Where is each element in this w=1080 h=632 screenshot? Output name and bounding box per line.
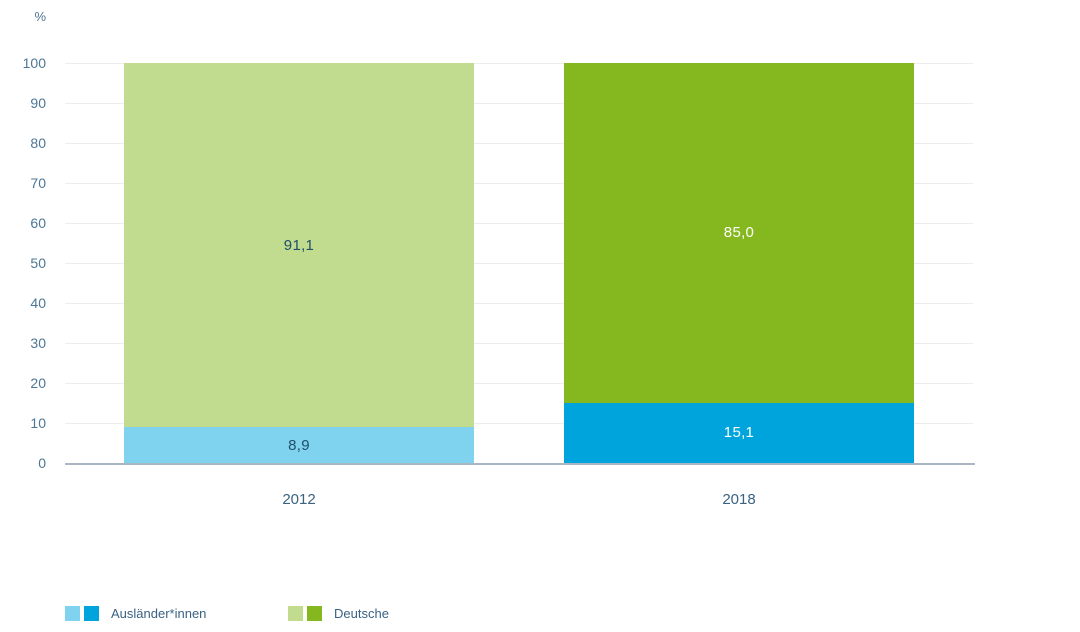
gridline <box>65 343 973 344</box>
gridline <box>65 183 973 184</box>
x-axis-label: 2018 <box>722 491 756 508</box>
gridline <box>65 303 973 304</box>
y-axis-tick-label: 0 <box>38 455 46 471</box>
x-axis: 2012 2018 <box>65 491 973 511</box>
y-axis-tick-label: 20 <box>30 375 46 391</box>
y-axis-tick-label: 10 <box>30 415 46 431</box>
legend-item: Ausländer*innen <box>65 606 206 621</box>
bar-value-label: 85,0 <box>723 224 755 242</box>
y-axis: 0 10 20 30 40 50 60 70 80 90 100 <box>0 55 46 471</box>
gridline <box>65 223 973 224</box>
legend-swatch <box>307 606 322 621</box>
y-axis-tick-label: 80 <box>30 135 46 151</box>
legend: Ausländer*innen Deutsche <box>65 606 565 624</box>
y-axis-tick-label: 90 <box>30 95 46 111</box>
y-axis-tick-label: 60 <box>30 215 46 231</box>
bar-value-label: 8,9 <box>288 436 310 454</box>
x-axis-line <box>65 463 975 465</box>
bar-segment-2012: 8,9 <box>124 427 474 463</box>
y-axis-tick-label: 70 <box>30 175 46 191</box>
legend-item: Deutsche <box>288 606 389 621</box>
x-axis-label: 2012 <box>282 491 316 508</box>
gridline <box>65 263 973 264</box>
y-axis-tick-label: 50 <box>30 255 46 271</box>
gridline <box>65 63 973 64</box>
bar-segment-2012: 91,1 <box>124 63 474 428</box>
plot-area: 8,9 91,1 15,1 85,0 <box>65 62 975 465</box>
bar-value-label: 15,1 <box>723 424 755 442</box>
y-axis-unit-label: % <box>34 9 46 24</box>
bar-segment-2018: 85,0 <box>564 62 914 403</box>
y-axis-tick-label: 40 <box>30 295 46 311</box>
legend-swatch <box>84 606 99 621</box>
y-axis-tick-label: 100 <box>22 55 46 71</box>
bar-value-label: 91,1 <box>283 236 315 254</box>
legend-swatch <box>65 606 80 621</box>
legend-label: Deutsche <box>334 606 389 621</box>
y-axis-tick-label: 30 <box>30 335 46 351</box>
gridline <box>65 103 973 104</box>
bar-segment-2018: 15,1 <box>564 402 914 463</box>
legend-swatch <box>288 606 303 621</box>
gridline <box>65 423 973 424</box>
legend-label: Ausländer*innen <box>111 606 207 621</box>
gridline <box>65 143 973 144</box>
gridline <box>65 383 973 384</box>
